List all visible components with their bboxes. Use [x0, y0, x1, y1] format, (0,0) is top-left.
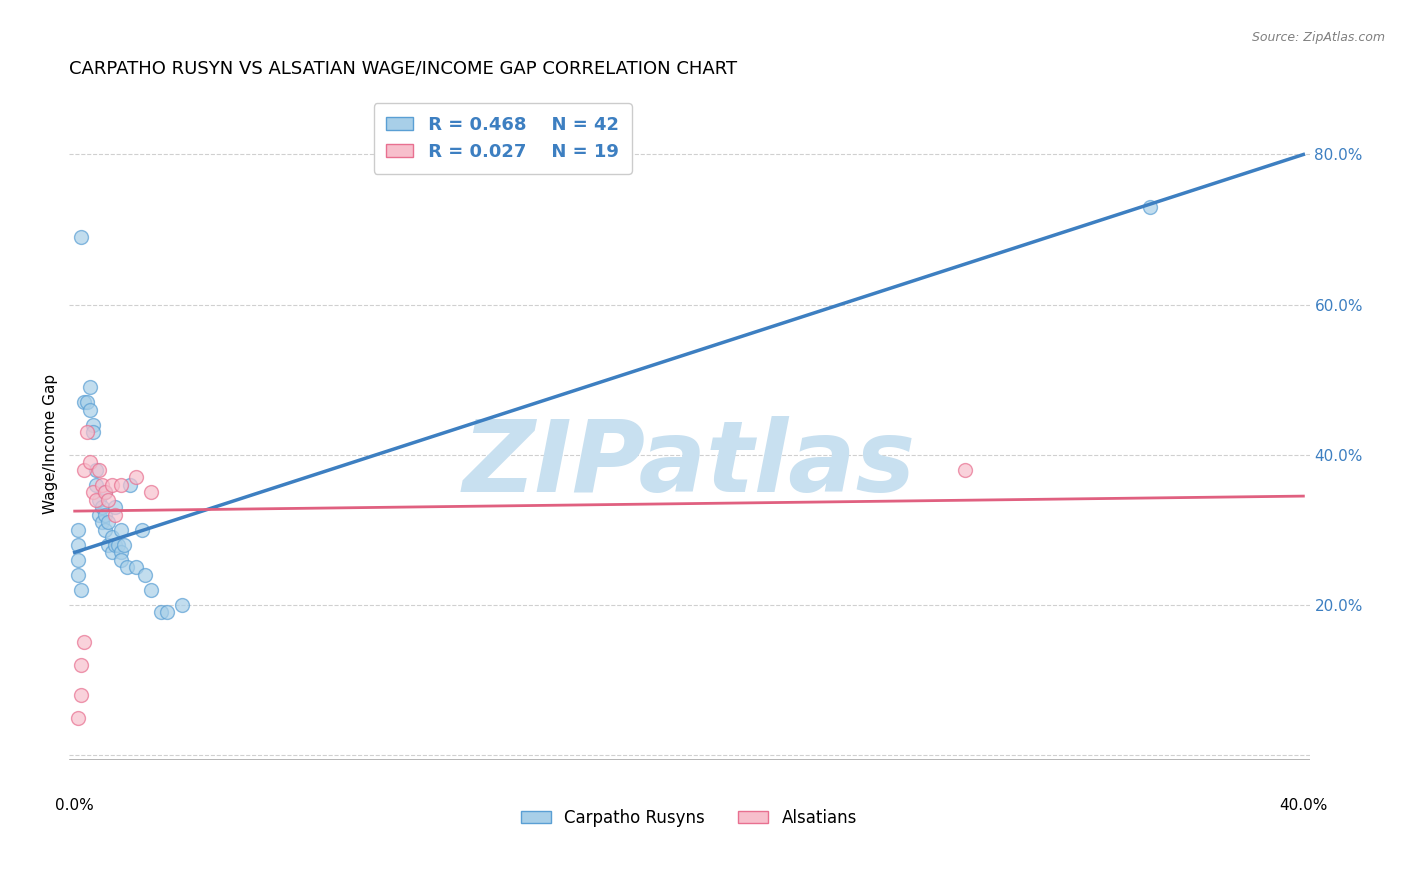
- Point: [69, 658, 91, 673]
- Point: [141, 582, 163, 597]
- Point: [134, 568, 156, 582]
- Point: [79, 380, 101, 394]
- Point: [84, 492, 107, 507]
- Point: [100, 530, 122, 544]
- Point: [115, 560, 138, 574]
- Point: [66, 523, 89, 537]
- Point: [110, 523, 132, 537]
- Point: [955, 463, 977, 477]
- Point: [69, 582, 91, 597]
- Point: [112, 538, 135, 552]
- Text: Source: ZipAtlas.com: Source: ZipAtlas.com: [1251, 31, 1385, 45]
- Point: [66, 538, 89, 552]
- Point: [76, 425, 98, 440]
- Point: [79, 455, 101, 469]
- Point: [91, 516, 114, 530]
- Point: [110, 553, 132, 567]
- Point: [125, 470, 148, 484]
- Point: [94, 485, 117, 500]
- Point: [141, 485, 163, 500]
- Point: [73, 635, 96, 649]
- Point: [84, 463, 107, 477]
- Point: [69, 688, 91, 702]
- Point: [118, 478, 141, 492]
- Point: [73, 463, 96, 477]
- Point: [82, 417, 104, 432]
- Point: [156, 606, 179, 620]
- Point: [104, 538, 127, 552]
- Point: [66, 568, 89, 582]
- Point: [82, 485, 104, 500]
- Point: [91, 478, 114, 492]
- Point: [110, 478, 132, 492]
- Text: CARPATHO RUSYN VS ALSATIAN WAGE/INCOME GAP CORRELATION CHART: CARPATHO RUSYN VS ALSATIAN WAGE/INCOME G…: [69, 60, 737, 78]
- Point: [73, 395, 96, 409]
- Point: [125, 560, 148, 574]
- Point: [69, 230, 91, 244]
- Point: [1139, 200, 1161, 214]
- Point: [76, 395, 98, 409]
- Point: [94, 485, 117, 500]
- Point: [100, 478, 122, 492]
- Point: [66, 710, 89, 724]
- Legend: Carpatho Rusyns, Alsatians: Carpatho Rusyns, Alsatians: [515, 802, 863, 833]
- Point: [94, 523, 117, 537]
- Point: [89, 463, 111, 477]
- Point: [97, 538, 120, 552]
- Point: [97, 516, 120, 530]
- Y-axis label: Wage/Income Gap: Wage/Income Gap: [44, 374, 58, 514]
- Point: [89, 508, 111, 522]
- Point: [91, 500, 114, 515]
- Text: ZIPatlas: ZIPatlas: [463, 416, 915, 513]
- Point: [82, 425, 104, 440]
- Point: [79, 402, 101, 417]
- Point: [107, 538, 129, 552]
- Point: [131, 523, 153, 537]
- Point: [110, 545, 132, 559]
- Point: [66, 553, 89, 567]
- Point: [172, 598, 194, 612]
- Point: [104, 508, 127, 522]
- Point: [104, 500, 127, 515]
- Point: [89, 492, 111, 507]
- Point: [97, 492, 120, 507]
- Point: [149, 606, 172, 620]
- Point: [84, 478, 107, 492]
- Point: [94, 508, 117, 522]
- Point: [100, 545, 122, 559]
